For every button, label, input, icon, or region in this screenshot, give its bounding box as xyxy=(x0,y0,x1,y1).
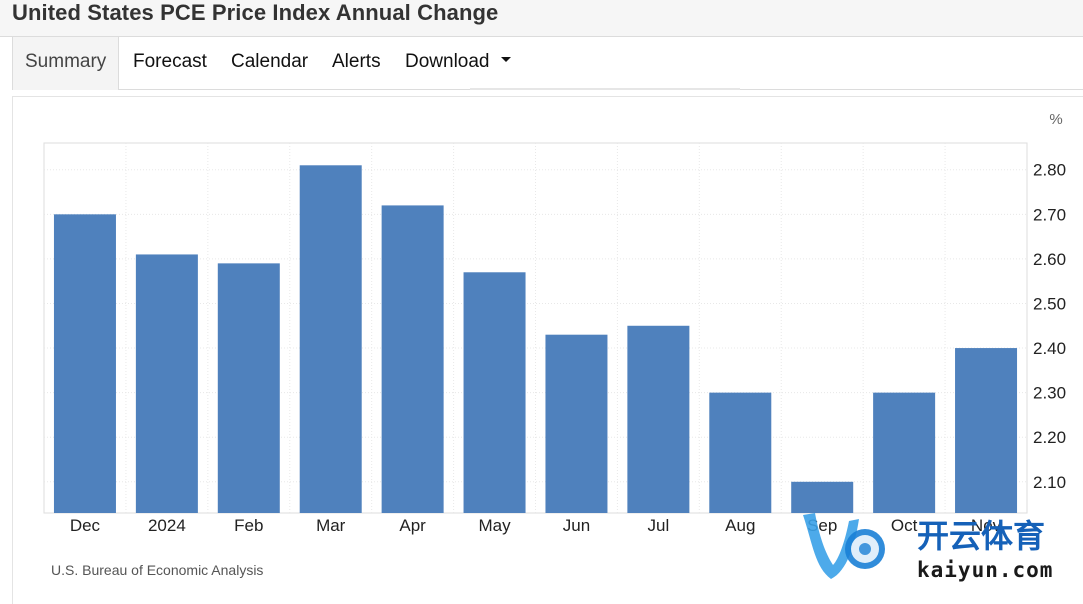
bar[interactable] xyxy=(873,392,936,513)
tab-bar: Summary Forecast Calendar Alerts Downloa… xyxy=(12,37,1083,90)
bar[interactable] xyxy=(135,254,198,513)
x-tick-label: 2024 xyxy=(148,516,186,535)
bar[interactable] xyxy=(627,325,690,513)
x-tick-label: Dec xyxy=(70,516,101,535)
x-tick-label: Nov xyxy=(971,516,1002,535)
bar[interactable] xyxy=(463,272,526,513)
y-tick-label: 2.30 xyxy=(1033,384,1066,403)
tab-download-label: Download xyxy=(405,51,490,72)
x-tick-label: Mar xyxy=(316,516,346,535)
chart-panel xyxy=(12,96,1083,604)
tab-download[interactable]: Download xyxy=(405,37,511,89)
x-tick-label: Apr xyxy=(399,516,426,535)
y-tick-label: 2.70 xyxy=(1033,205,1066,224)
tab-alerts-label: Alerts xyxy=(332,51,381,72)
y-tick-label: 2.80 xyxy=(1033,161,1066,180)
x-tick-label: Jun xyxy=(563,516,590,535)
unit-label: % xyxy=(1049,111,1062,128)
tab-forecast[interactable]: Forecast xyxy=(133,37,207,89)
tab-forecast-label: Forecast xyxy=(133,51,207,72)
tab-alerts[interactable]: Alerts xyxy=(332,37,381,89)
bar[interactable] xyxy=(53,214,116,513)
bar[interactable] xyxy=(955,348,1018,513)
divider xyxy=(470,88,740,90)
source-label: U.S. Bureau of Economic Analysis xyxy=(51,562,264,578)
bar[interactable] xyxy=(299,165,362,513)
y-tick-label: 2.20 xyxy=(1033,428,1066,447)
title-bar: United States PCE Price Index Annual Cha… xyxy=(0,0,1083,37)
tab-calendar-label: Calendar xyxy=(231,51,309,72)
y-tick-label: 2.10 xyxy=(1033,473,1066,492)
x-tick-label: Oct xyxy=(891,516,918,535)
y-tick-label: 2.50 xyxy=(1033,294,1066,313)
bar[interactable] xyxy=(791,481,854,513)
bar[interactable] xyxy=(217,263,280,513)
watermark-brand: 开云体育 xyxy=(917,517,1045,555)
watermark-logo: 开云体育 kaiyun.com xyxy=(803,513,1053,582)
grid xyxy=(43,142,1028,514)
x-tick-label: Jul xyxy=(648,516,670,535)
watermark-domain: kaiyun.com xyxy=(917,558,1053,582)
chevron-down-icon xyxy=(500,57,511,63)
bars xyxy=(53,165,1018,513)
bar[interactable] xyxy=(381,205,444,513)
y-tick-label: 2.60 xyxy=(1033,250,1066,269)
tab-calendar[interactable]: Calendar xyxy=(231,37,308,89)
tab-summary-label: Summary xyxy=(25,51,107,72)
bar[interactable] xyxy=(709,392,772,513)
y-axis: 2.10 2.20 2.30 2.40 2.50 2.60 2.70 2.80 xyxy=(1033,161,1066,492)
tab-summary[interactable]: Summary xyxy=(13,37,120,90)
bar[interactable] xyxy=(545,334,608,513)
x-tick-label: Feb xyxy=(234,516,263,535)
page-title: United States PCE Price Index Annual Cha… xyxy=(12,0,499,25)
y-tick-label: 2.40 xyxy=(1033,339,1066,358)
x-tick-label: Aug xyxy=(725,516,755,535)
x-tick-label: May xyxy=(478,516,511,535)
